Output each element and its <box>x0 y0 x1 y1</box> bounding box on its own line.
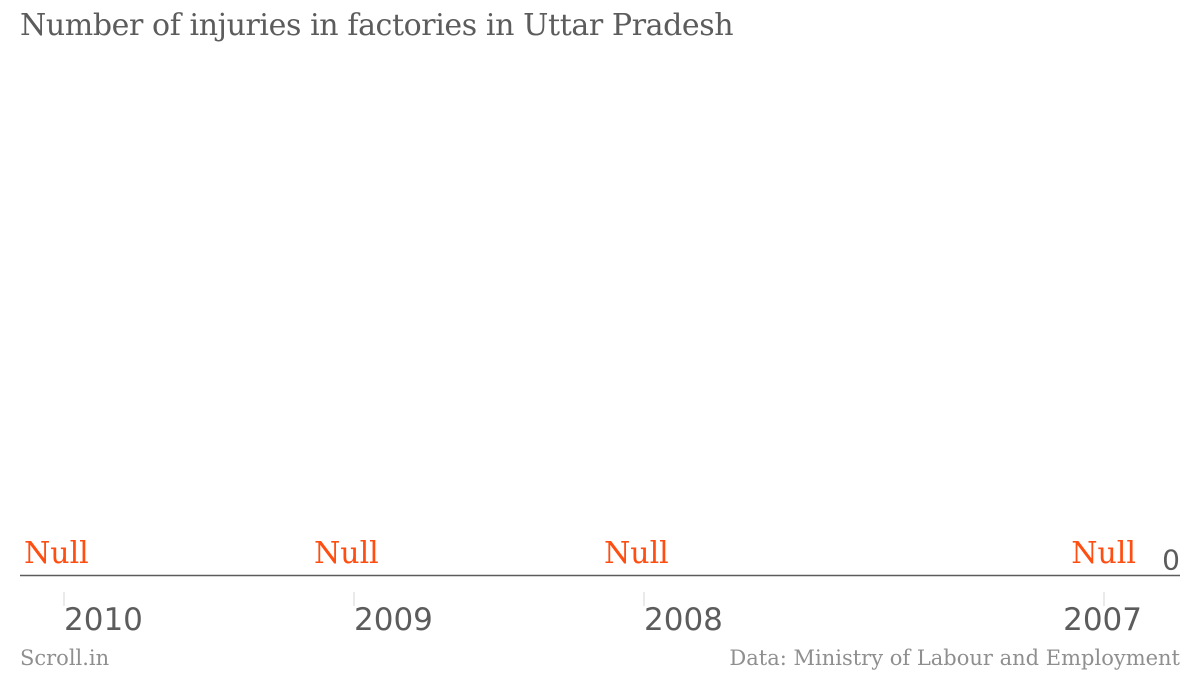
data-label: Null <box>604 536 669 571</box>
y-tick-label: 0 <box>1162 544 1180 577</box>
data-label: Null <box>24 536 89 571</box>
marks-layer: Null Null Null Null <box>24 536 1136 571</box>
x-tick-label: 2008 <box>644 602 723 638</box>
x-tick-label: 2007 <box>1063 602 1142 638</box>
source-credit: Data: Ministry of Labour and Employment <box>729 646 1180 670</box>
axis-layer: 0 2010 2009 2008 2007 <box>20 544 1180 638</box>
data-label: Null <box>1071 536 1136 571</box>
chart-title: Number of injuries in factories in Uttar… <box>20 8 734 43</box>
data-label: Null <box>314 536 379 571</box>
x-tick-label: 2009 <box>354 602 433 638</box>
x-tick-label: 2010 <box>64 602 143 638</box>
brand-credit: Scroll.in <box>20 646 110 670</box>
